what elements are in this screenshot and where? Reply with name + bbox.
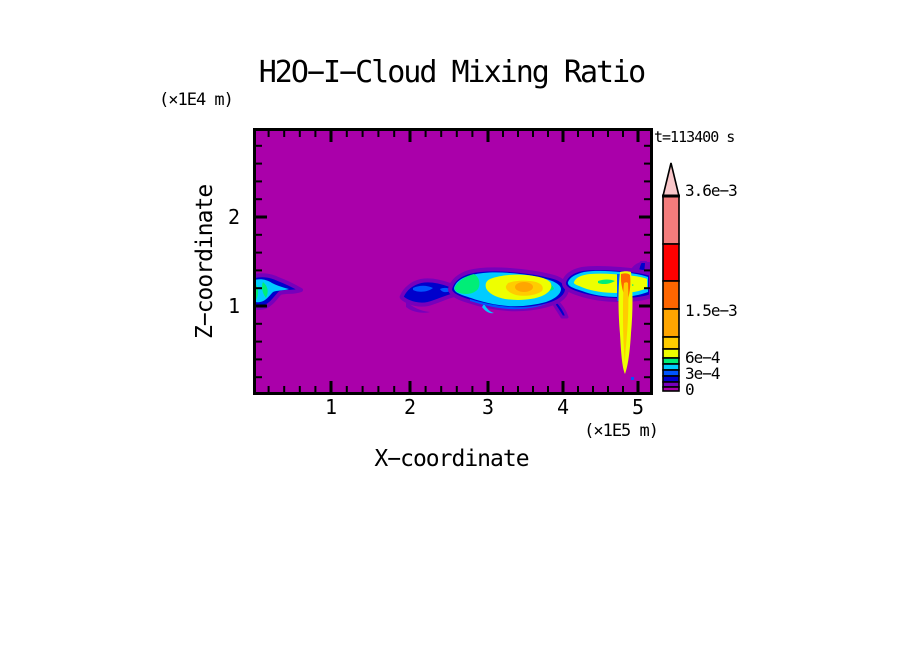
- x-tick-label-4: 4: [556, 395, 570, 419]
- colorbar-label-3.6e-3: 3.6e−3: [685, 181, 738, 200]
- x-axis-unit: (×1E5 m): [584, 421, 659, 441]
- x-tick-label-5: 5: [631, 395, 645, 419]
- y-tick-label-1: 1: [227, 294, 240, 318]
- x-tick-label-1: 1: [324, 395, 338, 419]
- x-axis-label: X−coordinate: [374, 446, 529, 472]
- plot-background: [256, 131, 650, 392]
- colorbar-label-0: 0: [685, 380, 695, 399]
- colorbar-overflow-arrow: [661, 162, 681, 197]
- colorbar-label-1.5e-3: 1.5e−3: [685, 301, 738, 320]
- chart-title: H2O−I−Cloud Mixing Ratio: [258, 55, 646, 90]
- heatmap-plot-area: [256, 131, 650, 392]
- colorbar-label-3e-4: 3e−4: [685, 364, 721, 383]
- y-axis-label: Z−coordinate: [192, 184, 218, 339]
- y-tick-label-2: 2: [227, 205, 240, 229]
- cloud-left: [256, 273, 303, 310]
- cloud-center: [399, 267, 569, 319]
- colorbar: [661, 162, 681, 392]
- y-axis-unit: (×1E4 m): [159, 90, 234, 110]
- colorbar-label-6e-4: 6e−4: [685, 348, 721, 367]
- axis-ticks: [256, 131, 650, 392]
- x-tick-label-2: 2: [403, 395, 417, 419]
- x-tick-label-3: 3: [481, 395, 495, 419]
- fallstreak: [617, 271, 634, 380]
- colorbar-segments: [662, 195, 680, 392]
- plot-frame: [253, 128, 653, 395]
- time-annotation: t=113400 s: [654, 128, 735, 146]
